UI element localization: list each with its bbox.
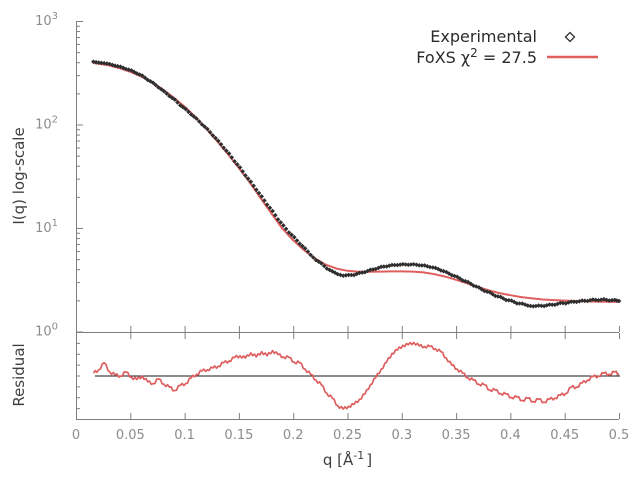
y-axis-title-residual: Residual [10,343,28,406]
x-tick-label: 0.25 [333,428,362,443]
tick-labels: 0 0.05 0.1 0.15 0.2 0.25 0.3 0.35 0.4 0.45 0.5 100 1… [35,11,629,443]
y-tick-label: 101 [35,218,58,236]
x-axis-title: q [Å-1] [323,449,372,469]
y-tick-label: 100 [35,322,58,340]
experimental-points [91,59,622,309]
residual-curve [92,341,620,410]
axis-titles: q [Å-1] I(q) log-scale Residual [10,127,372,469]
x-tick-label: 0.45 [550,428,579,443]
x-tick-label: 0.4 [500,428,521,443]
x-tick-label: 0.05 [116,428,145,443]
y-tick-label: 103 [35,11,58,29]
legend-label-foxs: FoXS χ2 = 27.5 [416,46,537,67]
y-tick-label: 102 [35,115,58,133]
legend-label-experimental: Experimental [430,27,537,46]
plot-frame [76,21,619,420]
x-tick-label: 0.3 [391,428,412,443]
y-axis-title-main: I(q) log-scale [10,127,28,224]
x-tick-label: 0 [72,428,80,443]
axis-ticks [76,21,620,419]
residual-panel [92,341,620,410]
x-tick-label: 0.35 [442,428,471,443]
x-tick-label: 0.5 [609,428,630,443]
x-tick-label: 0.1 [174,428,195,443]
x-tick-label: 0.2 [283,428,304,443]
legend-marker-diamond [564,31,576,43]
x-tick-label: 0.15 [224,428,253,443]
